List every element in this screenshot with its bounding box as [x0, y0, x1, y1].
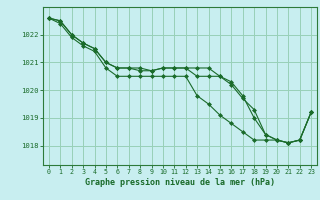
X-axis label: Graphe pression niveau de la mer (hPa): Graphe pression niveau de la mer (hPa): [85, 178, 275, 187]
